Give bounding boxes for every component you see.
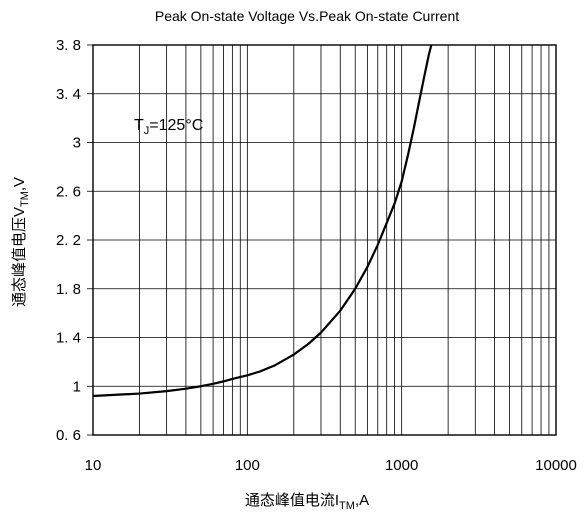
x-tick-label: 10000 bbox=[535, 457, 577, 474]
y-tick-label: 1. 8 bbox=[56, 281, 81, 298]
y-tick-label: 3. 4 bbox=[56, 86, 81, 103]
y-tick-label: 2. 2 bbox=[56, 232, 81, 249]
y-axis-label: 通态峰值电压VTM,V bbox=[11, 177, 31, 307]
y-tick-label: 2. 6 bbox=[56, 183, 81, 200]
y-tick-label: 1. 4 bbox=[56, 330, 81, 347]
x-tick-label: 10 bbox=[85, 457, 102, 474]
x-tick-label: 1000 bbox=[385, 457, 418, 474]
series-line bbox=[92, 44, 433, 398]
grid bbox=[93, 45, 556, 435]
x-tick-label: 100 bbox=[235, 457, 260, 474]
plot-frame bbox=[92, 44, 557, 436]
tick-labels: 0. 6 1 1. 4 1. 8 2. 2 2. 6 3 3. 4 3. 8 10 100 1000 1… bbox=[56, 37, 577, 474]
chart-title: Peak On-state Voltage Vs.Peak On-state C… bbox=[155, 8, 459, 24]
y-tick-label: 1 bbox=[73, 378, 81, 395]
y-tick-label: 3. 8 bbox=[56, 37, 81, 54]
temperature-annotation: TJ=125°C bbox=[134, 117, 203, 137]
y-tick-label: 3 bbox=[73, 135, 81, 152]
y-tick-label: 0. 6 bbox=[56, 427, 81, 444]
x-axis-label: 通态峰值电流ITM,A bbox=[245, 492, 369, 512]
